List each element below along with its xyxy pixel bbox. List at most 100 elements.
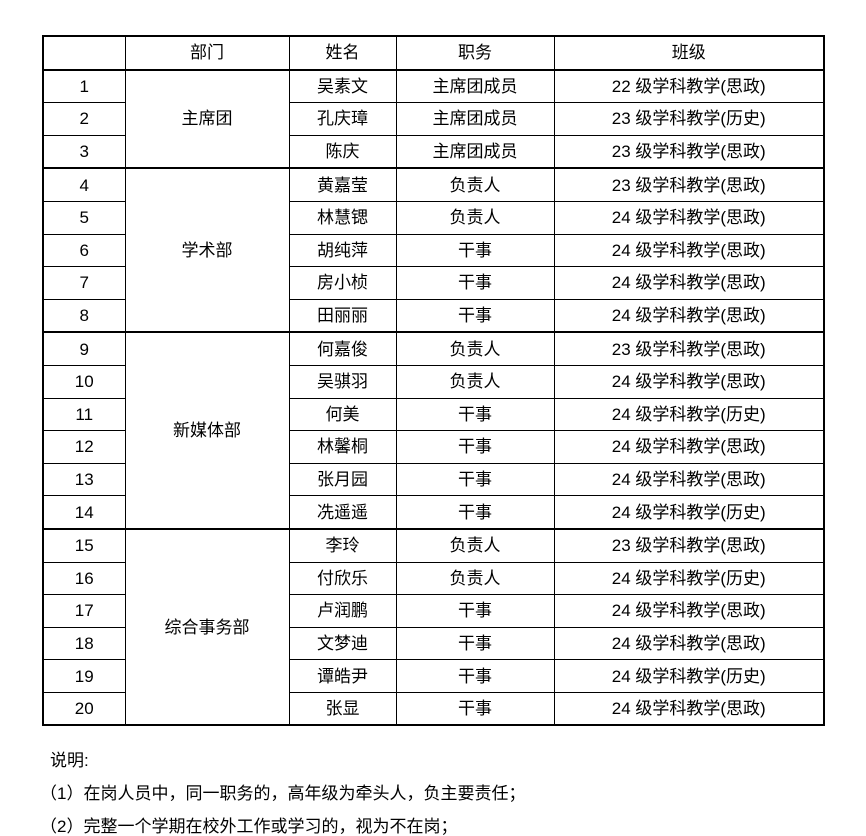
cell-index: 3 <box>42 134 126 169</box>
cell-index: 4 <box>42 167 126 202</box>
cell-class: 24 级学科教学(历史) <box>553 561 825 596</box>
cell-name: 林慧锶 <box>288 200 397 235</box>
table-row: 1 主席团 吴素文 主席团成员 22 级学科教学(思政) <box>42 69 825 169</box>
cell-name: 冼遥遥 <box>288 495 397 530</box>
cell-position: 主席团成员 <box>395 102 555 136</box>
cell-name: 何美 <box>288 397 397 432</box>
cell-name: 张显 <box>288 691 397 726</box>
cell-class: 24 级学科教学(思政) <box>553 462 825 497</box>
cell-class: 23 级学科教学(思政) <box>553 331 825 366</box>
cell-class: 22 级学科教学(思政) <box>553 69 825 104</box>
cell-name: 谭皓尹 <box>288 659 397 693</box>
table-row: 19 谭皓尹 干事 24 级学科教学(历史) <box>42 659 825 693</box>
cell-index: 7 <box>42 266 126 300</box>
table-row: 11 何美 干事 24 级学科教学(历史) <box>42 397 825 432</box>
cell-index: 11 <box>42 397 126 432</box>
cell-position: 干事 <box>395 462 555 497</box>
cell-name: 李玲 <box>288 527 397 563</box>
cell-index: 8 <box>42 298 126 333</box>
cell-name: 黄嘉莹 <box>288 167 397 202</box>
table-row: 15 综合事务部 李玲 负责人 23 级学科教学(思政) <box>42 527 825 726</box>
cell-department: 新媒体部 <box>124 331 290 530</box>
cell-position: 干事 <box>395 397 555 432</box>
notes-item-2: （2）完整一个学期在校外工作或学习的，视为不在岗； <box>40 817 458 836</box>
cell-position: 负责人 <box>395 561 555 596</box>
cell-class: 23 级学科教学(思政) <box>553 134 825 169</box>
table-row: 3 陈庆 主席团成员 23 级学科教学(思政) <box>42 134 825 169</box>
cell-class: 24 级学科教学(思政) <box>553 200 825 235</box>
cell-position: 干事 <box>395 233 555 268</box>
cell-name: 张月园 <box>288 462 397 497</box>
cell-index: 17 <box>42 594 126 628</box>
cell-class: 24 级学科教学(历史) <box>553 495 825 530</box>
cell-index: 6 <box>42 233 126 268</box>
cell-index: 10 <box>42 364 126 399</box>
roster-table: 部门 姓名 职务 班级 1 主席团 吴素文 主席团成员 22 级学科教学(思政) 2 孔庆璋… <box>42 35 825 727</box>
cell-position: 负责人 <box>395 167 555 202</box>
header-cell-department: 部门 <box>124 35 290 71</box>
header-cell-class: 班级 <box>553 35 825 71</box>
header-cell-position: 职务 <box>395 35 555 71</box>
roster-table-body: 1 主席团 吴素文 主席团成员 22 级学科教学(思政) 2 孔庆璋 主席团成员 23 级学科教… <box>42 69 825 726</box>
cell-class: 24 级学科教学(历史) <box>553 659 825 693</box>
table-row: 18 文梦迪 干事 24 级学科教学(思政) <box>42 626 825 661</box>
cell-index: 12 <box>42 430 126 464</box>
cell-index: 15 <box>42 527 126 563</box>
cell-department: 综合事务部 <box>124 527 290 726</box>
header-cell-index <box>42 35 126 71</box>
cell-name: 田丽丽 <box>288 298 397 333</box>
cell-name: 何嘉俊 <box>288 331 397 366</box>
cell-position: 负责人 <box>395 527 555 563</box>
cell-name: 吴骐羽 <box>288 364 397 399</box>
cell-position: 负责人 <box>395 331 555 366</box>
cell-name: 付欣乐 <box>288 561 397 596</box>
header-row: 部门 姓名 职务 班级 <box>42 35 825 71</box>
table-row: 14 冼遥遥 干事 24 级学科教学(历史) <box>42 495 825 530</box>
table-row: 16 付欣乐 负责人 24 级学科教学(历史) <box>42 561 825 596</box>
cell-index: 16 <box>42 561 126 596</box>
notes-item-1: （1）在岗人员中，同一职务的，高年级为牵头人，负主要责任； <box>40 784 526 803</box>
cell-name: 林馨桐 <box>288 430 397 464</box>
cell-index: 9 <box>42 331 126 366</box>
cell-class: 24 级学科教学(思政) <box>553 594 825 628</box>
cell-index: 5 <box>42 200 126 235</box>
table-row: 10 吴骐羽 负责人 24 级学科教学(思政) <box>42 364 825 399</box>
cell-position: 干事 <box>395 626 555 661</box>
cell-index: 18 <box>42 626 126 661</box>
cell-position: 干事 <box>395 495 555 530</box>
cell-department: 学术部 <box>124 167 290 333</box>
cell-name: 陈庆 <box>288 134 397 169</box>
table-row: 7 房小桢 干事 24 级学科教学(思政) <box>42 266 825 300</box>
cell-class: 24 级学科教学(思政) <box>553 233 825 268</box>
cell-index: 1 <box>42 69 126 104</box>
cell-position: 负责人 <box>395 364 555 399</box>
table-row: 9 新媒体部 何嘉俊 负责人 23 级学科教学(思政) <box>42 331 825 530</box>
cell-name: 胡纯萍 <box>288 233 397 268</box>
cell-position: 干事 <box>395 298 555 333</box>
cell-class: 23 级学科教学(思政) <box>553 527 825 563</box>
cell-name: 房小桢 <box>288 266 397 300</box>
cell-position: 干事 <box>395 691 555 726</box>
cell-class: 24 级学科教学(思政) <box>553 298 825 333</box>
cell-position: 负责人 <box>395 200 555 235</box>
cell-name: 卢润鹏 <box>288 594 397 628</box>
notes-title: 说明: <box>50 751 89 770</box>
cell-class: 24 级学科教学(思政) <box>553 266 825 300</box>
cell-class: 23 级学科教学(历史) <box>553 102 825 136</box>
cell-index: 19 <box>42 659 126 693</box>
cell-name: 孔庆璋 <box>288 102 397 136</box>
cell-position: 干事 <box>395 659 555 693</box>
cell-index: 2 <box>42 102 126 136</box>
cell-index: 14 <box>42 495 126 530</box>
cell-class: 23 级学科教学(思政) <box>553 167 825 202</box>
table-row: 12 林馨桐 干事 24 级学科教学(思政) <box>42 430 825 464</box>
cell-department: 主席团 <box>124 69 290 169</box>
cell-position: 干事 <box>395 430 555 464</box>
cell-class: 24 级学科教学(思政) <box>553 364 825 399</box>
cell-position: 干事 <box>395 594 555 628</box>
cell-position: 主席团成员 <box>395 69 555 104</box>
cell-index: 13 <box>42 462 126 497</box>
cell-class: 24 级学科教学(思政) <box>553 430 825 464</box>
table-row: 20 张显 干事 24 级学科教学(思政) <box>42 691 825 726</box>
